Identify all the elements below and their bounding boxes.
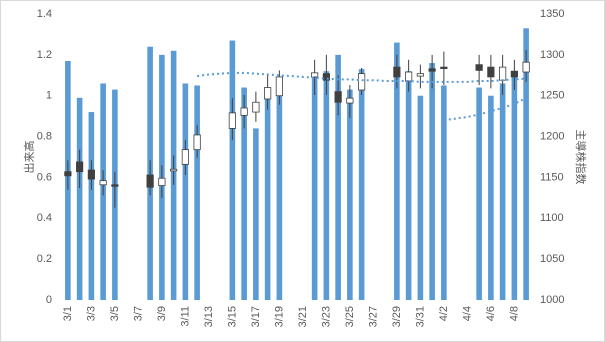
candle-body	[416, 73, 424, 77]
bar	[499, 83, 506, 300]
bar	[523, 28, 529, 301]
candle-body	[487, 66, 495, 78]
bar	[347, 89, 353, 300]
y-tick-label: 1.2	[37, 49, 52, 61]
candle-body	[275, 76, 283, 97]
y2-tick-label: 1300	[540, 49, 564, 61]
y-tick-label: 0.6	[37, 171, 52, 183]
x-tick-label: 3/7	[132, 306, 144, 321]
candle-body	[440, 66, 448, 70]
x-tick-label: 3/25	[344, 306, 356, 327]
x-tick-label: 4/4	[461, 306, 473, 321]
y2-tick-label: 1050	[540, 253, 564, 265]
bar	[394, 42, 400, 300]
candle-body	[522, 61, 530, 73]
candle-body	[346, 97, 354, 104]
x-tick-label: 3/5	[109, 306, 121, 321]
x-tick-label: 4/2	[438, 306, 450, 321]
candle-body	[322, 73, 330, 81]
x-tick-label: 3/21	[297, 306, 309, 327]
y2-tick-label: 1250	[540, 90, 564, 102]
y-tick-label: 1	[46, 90, 52, 102]
bar	[311, 73, 318, 300]
y-tick-label: 0.4	[37, 212, 52, 224]
bar	[241, 87, 247, 301]
bar	[511, 75, 518, 301]
bar	[405, 71, 412, 300]
y-tick-label: 0.2	[37, 253, 52, 265]
bar	[229, 40, 236, 301]
candle-body	[252, 101, 260, 113]
x-tick-label: 3/29	[391, 306, 403, 327]
x-tick-label: 3/11	[179, 306, 191, 327]
bar	[276, 77, 283, 300]
candle-body	[64, 171, 72, 177]
candle-body	[87, 169, 95, 180]
bar	[358, 69, 365, 301]
candle-body	[146, 174, 154, 188]
y2-tick-label: 1200	[540, 130, 564, 142]
candle-body	[358, 73, 366, 91]
y-tick-label: 0.8	[37, 130, 52, 142]
candle-body	[228, 112, 236, 129]
candle-body	[158, 177, 166, 186]
candle-body	[428, 68, 436, 72]
trend-line	[196, 71, 527, 83]
candle-body	[405, 71, 413, 82]
bar	[194, 85, 200, 300]
x-tick-label: 3/9	[156, 306, 168, 321]
candle-body	[311, 72, 319, 78]
trend-line	[443, 97, 527, 122]
bar	[76, 97, 83, 300]
x-tick-label: 3/31	[414, 306, 426, 327]
bar	[182, 83, 189, 300]
bar	[264, 97, 271, 300]
candle-body	[475, 64, 483, 71]
candle-body	[170, 168, 178, 172]
bar	[88, 112, 95, 300]
candle-body	[99, 180, 107, 186]
x-tick-label: 4/8	[508, 306, 520, 321]
x-tick-label: 3/3	[85, 306, 97, 321]
y2-tick-label: 1000	[540, 294, 564, 306]
candle-body	[334, 91, 342, 103]
candle-body	[264, 87, 272, 100]
x-tick-label: 3/13	[203, 306, 215, 327]
x-tick-label: 3/1	[62, 306, 74, 321]
candle-body	[510, 70, 518, 78]
candle-body	[499, 66, 507, 81]
candle-body	[393, 66, 401, 78]
bar	[476, 87, 482, 301]
y2-axis-title: 主導株指数	[574, 130, 588, 185]
y2-tick-label: 1150	[540, 171, 564, 183]
bar	[335, 54, 341, 300]
bar	[441, 85, 447, 300]
x-tick-label: 3/17	[250, 306, 262, 327]
bar	[417, 95, 424, 300]
x-tick-label: 4/6	[485, 306, 497, 321]
x-tick-label: 3/15	[226, 306, 238, 327]
bar	[488, 95, 494, 300]
y-tick-label: 0	[46, 294, 52, 306]
candle-body	[111, 184, 119, 187]
y2-tick-label: 1350	[540, 8, 564, 20]
candle-body	[76, 161, 84, 173]
candle-body	[181, 149, 189, 165]
x-tick-label: 3/27	[367, 306, 379, 327]
x-tick-label: 3/23	[320, 306, 332, 327]
bar	[253, 128, 259, 300]
x-tick-label: 3/19	[273, 306, 285, 327]
candle-body	[240, 107, 248, 116]
bar	[429, 63, 435, 301]
y-tick-label: 1.4	[37, 8, 52, 20]
y-axis-title: 出来高	[22, 141, 36, 174]
candle-body	[193, 134, 201, 151]
bar	[323, 71, 330, 300]
y2-tick-label: 1100	[540, 212, 564, 224]
